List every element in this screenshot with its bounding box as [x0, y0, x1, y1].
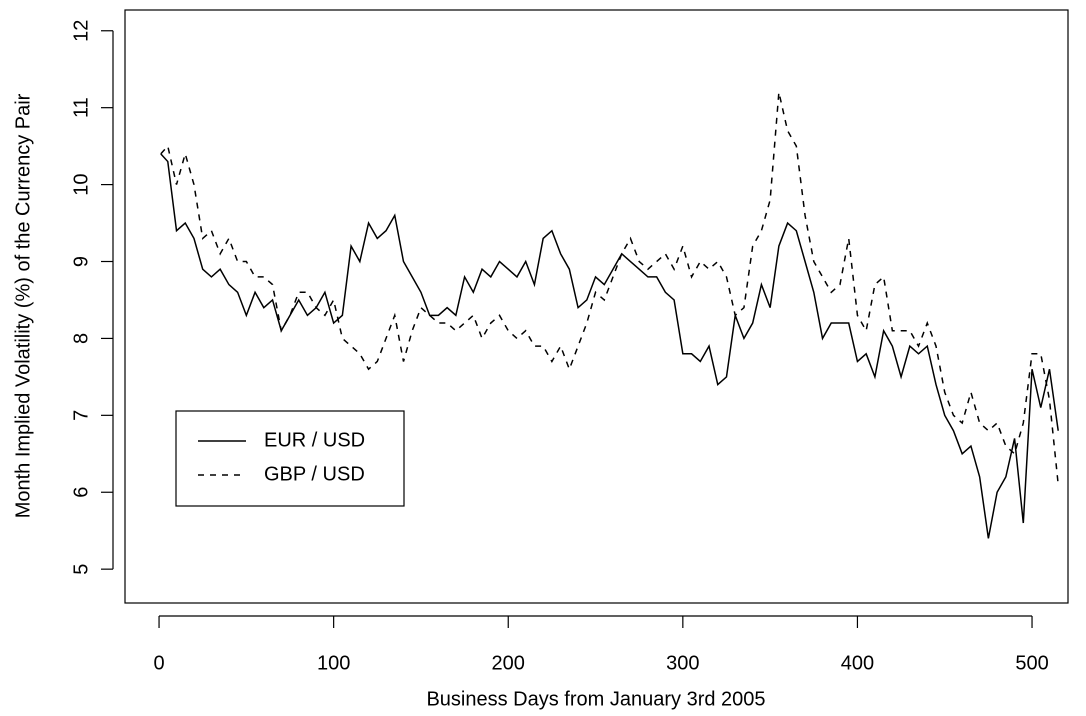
y-tick-label: 9	[70, 256, 92, 267]
y-axis-title: Month Implied Volatility (%) of the Curr…	[12, 93, 34, 518]
x-tick-label: 200	[492, 652, 525, 674]
x-tick-label: 400	[841, 652, 874, 674]
y-tick-label: 5	[70, 564, 92, 575]
legend-label: EUR / USD	[264, 429, 365, 451]
x-tick-label: 100	[317, 652, 350, 674]
series-line	[160, 153, 1059, 539]
plot-box	[124, 9, 1069, 604]
y-tick-label: 10	[70, 173, 92, 195]
legend-label: GBP / USD	[264, 463, 365, 485]
y-tick-label: 11	[70, 97, 92, 118]
x-tick-label: 300	[666, 652, 699, 674]
y-tick-label: 12	[70, 20, 92, 42]
x-tick-label: 500	[1015, 652, 1048, 674]
legend-box	[175, 410, 405, 507]
y-tick-label: 8	[70, 333, 92, 344]
series-line	[160, 92, 1059, 485]
x-tick-label: 0	[153, 652, 164, 674]
x-axis-title: Business Days from January 3rd 2005	[426, 688, 765, 710]
y-tick-label: 6	[70, 487, 92, 498]
y-tick-label: 7	[70, 410, 92, 421]
